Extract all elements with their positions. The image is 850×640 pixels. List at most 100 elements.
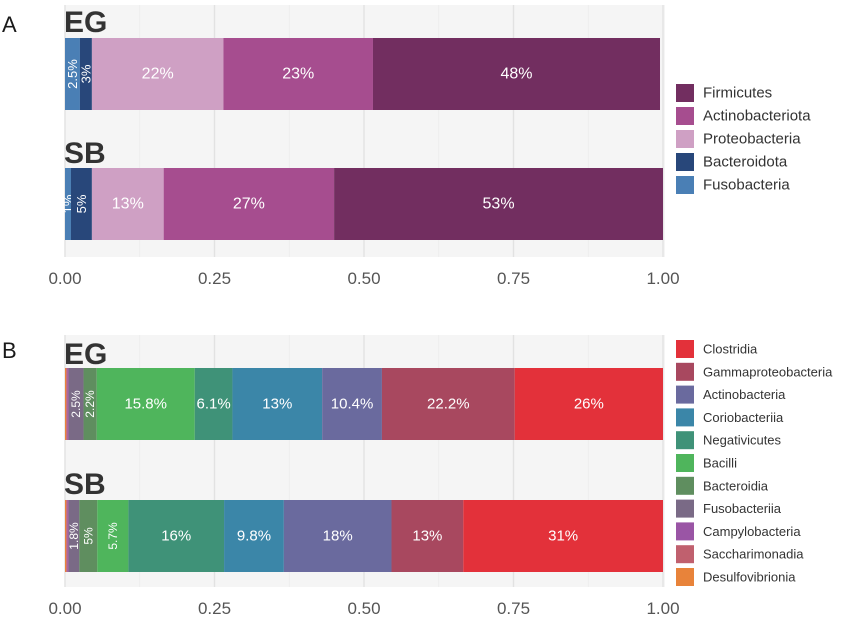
- bar-segment: [97, 500, 129, 572]
- bar-value-label: 23%: [282, 66, 314, 83]
- bar-segment: [232, 368, 323, 440]
- bar-segment: [322, 368, 382, 440]
- category-label: SB: [64, 468, 106, 501]
- bar-segment: [79, 38, 92, 110]
- bar-segment: [79, 500, 98, 572]
- panel-letter: A: [2, 12, 17, 37]
- x-tick-label: 1.00: [646, 269, 679, 288]
- legend-label: Negativicutes: [703, 433, 782, 448]
- bar-value-label: 48%: [500, 66, 532, 83]
- bar-value-label: 18%: [323, 528, 353, 545]
- x-tick-label: 0.75: [497, 599, 530, 618]
- bar-value-label: 22.2%: [427, 396, 470, 413]
- legend-label: Fusobacteriia: [703, 501, 782, 516]
- legend-swatch: [676, 408, 694, 427]
- legend-label: Bacteroidia: [703, 478, 769, 493]
- category-labels: EG SB: [64, 6, 107, 170]
- bar-segment: [163, 168, 335, 240]
- x-tick-label: 0.00: [48, 269, 81, 288]
- legend-background: [670, 77, 834, 201]
- bar-segment: [83, 368, 97, 440]
- bar-segment: [65, 38, 80, 110]
- bar-segment: [68, 500, 80, 572]
- bar-value-label: 1.8%: [67, 522, 81, 550]
- x-tick-label: 0.00: [48, 599, 81, 618]
- stacked-bars: 2.5% 2.2% 15.8% 6.1% 13% 10.4% 22.2% 26% 1.8% 5% 5…: [65, 368, 663, 572]
- bar-segment: [91, 38, 224, 110]
- bar-segment: [96, 368, 195, 440]
- legend-swatch: [676, 107, 694, 125]
- category-label: SB: [64, 137, 106, 170]
- legend-swatch: [676, 454, 694, 472]
- legend-label: Proteobacteria: [703, 131, 801, 148]
- bar-segment: [334, 168, 663, 240]
- legend-swatch: [676, 176, 694, 194]
- bar-value-label: 13%: [262, 396, 292, 413]
- bar-value-label: 53%: [483, 196, 515, 213]
- legend: Clostridia Gammaproteobacteria Actinobacte…: [670, 335, 850, 593]
- legend-label: Campylobacteria: [703, 524, 801, 539]
- legend-label: Clostridia: [703, 342, 758, 357]
- x-tick-label: 0.50: [347, 269, 380, 288]
- legend-swatch: [676, 385, 694, 404]
- bar-segment: [283, 500, 392, 572]
- legend-swatch: [676, 545, 694, 564]
- bar-value-label: 10.4%: [331, 396, 374, 413]
- category-label: EG: [64, 6, 107, 39]
- panel-a: A 2.5%3% 22% 23% 48%1%5% 13% 27% 53% 0.00 0.25 0…: [2, 5, 834, 288]
- legend-label: Saccharimonadia: [703, 547, 804, 562]
- legend-swatch: [676, 476, 694, 495]
- bar-value-label: 31%: [548, 528, 578, 545]
- panel-letter: B: [2, 338, 17, 363]
- legend-label: Desulfovibrionia: [703, 570, 796, 585]
- bar-segment: [391, 500, 464, 572]
- stacked-bars: 2.5%3% 22% 23% 48%1%5% 13% 27% 53%: [60, 38, 663, 240]
- bar-value-label: 5%: [74, 194, 89, 213]
- bar-value-label: 2.5%: [69, 390, 83, 418]
- bar-value-label: 16%: [161, 528, 191, 545]
- bar-segment: [372, 38, 661, 110]
- bar-value-label: 9.8%: [237, 528, 271, 545]
- bar-segment: [67, 500, 69, 572]
- legend-swatch: [676, 499, 694, 518]
- bar-segment: [67, 368, 69, 440]
- x-tick-label: 0.50: [347, 599, 380, 618]
- bar-value-label: 13%: [412, 528, 442, 545]
- legend: Firmicutes Actinobacteriota Proteobacteria…: [670, 77, 834, 201]
- legend-swatch: [676, 84, 694, 102]
- bar-segment: [66, 368, 68, 440]
- bar-segment: [224, 500, 284, 572]
- legend-swatch: [676, 130, 694, 148]
- bar-segment: [463, 500, 663, 572]
- legend-swatch: [676, 153, 694, 171]
- legend-label: Fusobacteria: [703, 177, 790, 194]
- bar-value-label: 5%: [81, 527, 95, 545]
- bar-segment: [514, 368, 663, 440]
- x-axis-ticks: 0.00 0.25 0.50 0.75 1.00: [48, 269, 679, 288]
- bar-segment: [66, 500, 68, 572]
- bar-segment: [70, 168, 92, 240]
- bar-segment: [65, 368, 67, 440]
- bar-value-label: 3%: [78, 64, 93, 83]
- bar-segment: [128, 500, 225, 572]
- legend-label: Bacilli: [703, 456, 737, 471]
- bar-value-label: 27%: [233, 196, 265, 213]
- legend-label: Actinobacteriota: [703, 108, 811, 125]
- legend-swatch: [676, 362, 694, 381]
- bar-value-label: 2.2%: [83, 390, 97, 418]
- bar-segment: [65, 168, 71, 240]
- x-axis-ticks: 0.00 0.25 0.50 0.75 1.00: [48, 599, 679, 618]
- bar-segment: [91, 168, 164, 240]
- bar-segment: [68, 368, 84, 440]
- bar-segment: [381, 368, 515, 440]
- x-tick-label: 1.00: [646, 599, 679, 618]
- legend-label: Coriobacteriia: [703, 410, 784, 425]
- category-labels: EG SB: [64, 338, 107, 501]
- bar-segment: [194, 368, 233, 440]
- bar-value-label: 5.7%: [106, 522, 120, 550]
- x-tick-label: 0.25: [198, 599, 231, 618]
- bar-segment: [65, 500, 67, 572]
- bar-segment: [223, 38, 373, 110]
- bar-value-label: 22%: [142, 66, 174, 83]
